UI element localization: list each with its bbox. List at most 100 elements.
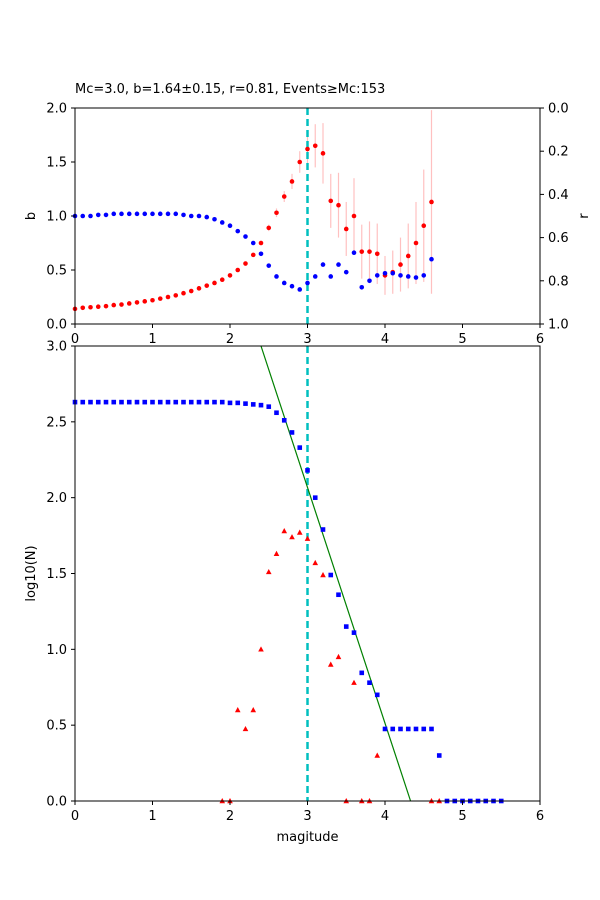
r-value-point <box>305 280 310 286</box>
non-cumulative-point <box>351 679 357 685</box>
non-cumulative-point <box>258 646 264 652</box>
r-value-point <box>359 284 365 290</box>
b-value-point <box>281 194 287 199</box>
non-cumulative-point <box>312 559 319 566</box>
cumulative-point <box>80 399 86 405</box>
r-value-point <box>351 250 357 256</box>
cumulative-point <box>165 399 171 405</box>
cumulative-point <box>219 399 225 405</box>
bottom-x-tick-label: 0 <box>71 809 79 824</box>
top-y-tick-label: 2.0 <box>46 102 67 117</box>
non-cumulative-point <box>296 529 303 535</box>
cumulative-point <box>103 399 109 405</box>
cumulative-point <box>157 399 163 405</box>
cumulative-point <box>142 399 148 405</box>
non-cumulative-point <box>374 752 381 758</box>
non-cumulative-point <box>320 572 326 578</box>
cumulative-point <box>297 445 303 450</box>
b-value-point <box>103 303 109 309</box>
b-value-point <box>173 293 179 298</box>
r-value-point <box>150 211 155 217</box>
top-x-tick-label: 4 <box>381 332 389 347</box>
r-value-point <box>382 270 388 276</box>
r-value-point <box>398 273 403 278</box>
figure-title: Mc=3.0, b=1.64±0.15, r=0.81, Events≥Mc:1… <box>75 82 385 97</box>
r-value-point <box>235 228 241 234</box>
bottom-x-tick-label: 3 <box>303 809 311 824</box>
top-y-tick-label: 0.0 <box>46 318 67 333</box>
cumulative-point <box>405 726 411 732</box>
b-value-point <box>188 288 194 294</box>
bottom-y-tick-label: 0.5 <box>46 719 67 734</box>
top-x-tick-label: 2 <box>226 332 234 347</box>
b-value-point <box>266 225 272 231</box>
r-value-point <box>219 220 225 225</box>
b-value-point <box>142 299 148 304</box>
cumulative-point <box>150 399 155 405</box>
top-y2-axis-label: r <box>577 213 592 219</box>
cumulative-point <box>398 726 403 732</box>
top-x-tick-label: 6 <box>536 332 544 347</box>
top-x-tick-label: 3 <box>303 332 311 347</box>
r-value-point <box>281 280 287 286</box>
b-value-point <box>421 223 427 229</box>
b-value-point <box>405 253 411 259</box>
r-value-point <box>250 240 256 246</box>
top-y2-tick-label: 1.0 <box>548 318 569 333</box>
cumulative-point <box>111 399 117 405</box>
r-value-point <box>413 275 419 280</box>
cumulative-point <box>250 402 256 407</box>
top-panel: 0 1 2 3 4 5 6 0.0 0.5 1.0 1.5 2.0 0.0 0.2 0.4 0.6 0.8 1.0… <box>24 102 592 348</box>
top-y2-tick-label: 0.4 <box>548 188 569 203</box>
top-y2-tick-label: 0.8 <box>548 274 569 289</box>
r-value-point <box>320 262 326 267</box>
b-value-point <box>336 202 341 208</box>
b-value-point <box>398 262 403 267</box>
top-x-tick-label: 5 <box>458 332 466 347</box>
top-y-tick-label: 1.5 <box>46 156 67 171</box>
r-value-point <box>165 211 171 217</box>
cumulative-point <box>134 399 140 405</box>
cumulative-point <box>188 399 194 405</box>
cumulative-point <box>266 404 272 409</box>
cumulative-point <box>243 401 248 406</box>
non-cumulative-point <box>335 653 342 660</box>
bottom-x-tick-label: 1 <box>148 809 156 824</box>
top-y2-tick-label: 0.2 <box>548 145 569 160</box>
b-value-point <box>95 304 101 310</box>
b-value-point <box>351 213 357 219</box>
top-y2-tick-label: 0.6 <box>548 231 569 246</box>
b-value-point <box>243 261 248 266</box>
r-value-point <box>343 269 349 275</box>
non-cumulative-point <box>281 528 288 534</box>
cumulative-point <box>119 399 124 405</box>
b-value-point <box>289 179 295 184</box>
r-value-point <box>204 214 210 220</box>
b-value-point <box>413 240 419 246</box>
b-value-point <box>359 249 365 254</box>
non-cumulative-point <box>234 707 241 713</box>
top-y2-tick-label: 0.0 <box>548 102 569 117</box>
cumulative-point <box>436 753 442 758</box>
cumulative-point <box>281 418 287 423</box>
b-value-point <box>235 267 241 273</box>
b-value-point <box>80 305 86 311</box>
non-cumulative-point <box>250 707 257 713</box>
b-value-point <box>134 300 140 305</box>
cumulative-point <box>367 680 372 685</box>
r-value-point <box>367 278 372 284</box>
cumulative-point <box>274 410 279 416</box>
cumulative-point <box>289 430 295 435</box>
b-value-point <box>312 143 318 149</box>
cumulative-point <box>359 670 365 676</box>
cumulative-point <box>173 399 179 405</box>
cumulative-point <box>88 399 93 405</box>
cumulative-point <box>421 726 427 732</box>
r-value-point <box>142 211 148 217</box>
non-cumulative-point <box>265 568 272 575</box>
bottom-x-tick-label: 6 <box>536 809 544 824</box>
bottom-x-axis-label: magitude <box>276 830 338 845</box>
r-value-point <box>80 213 86 219</box>
r-value-point <box>258 251 264 257</box>
b-value-point <box>204 283 210 288</box>
